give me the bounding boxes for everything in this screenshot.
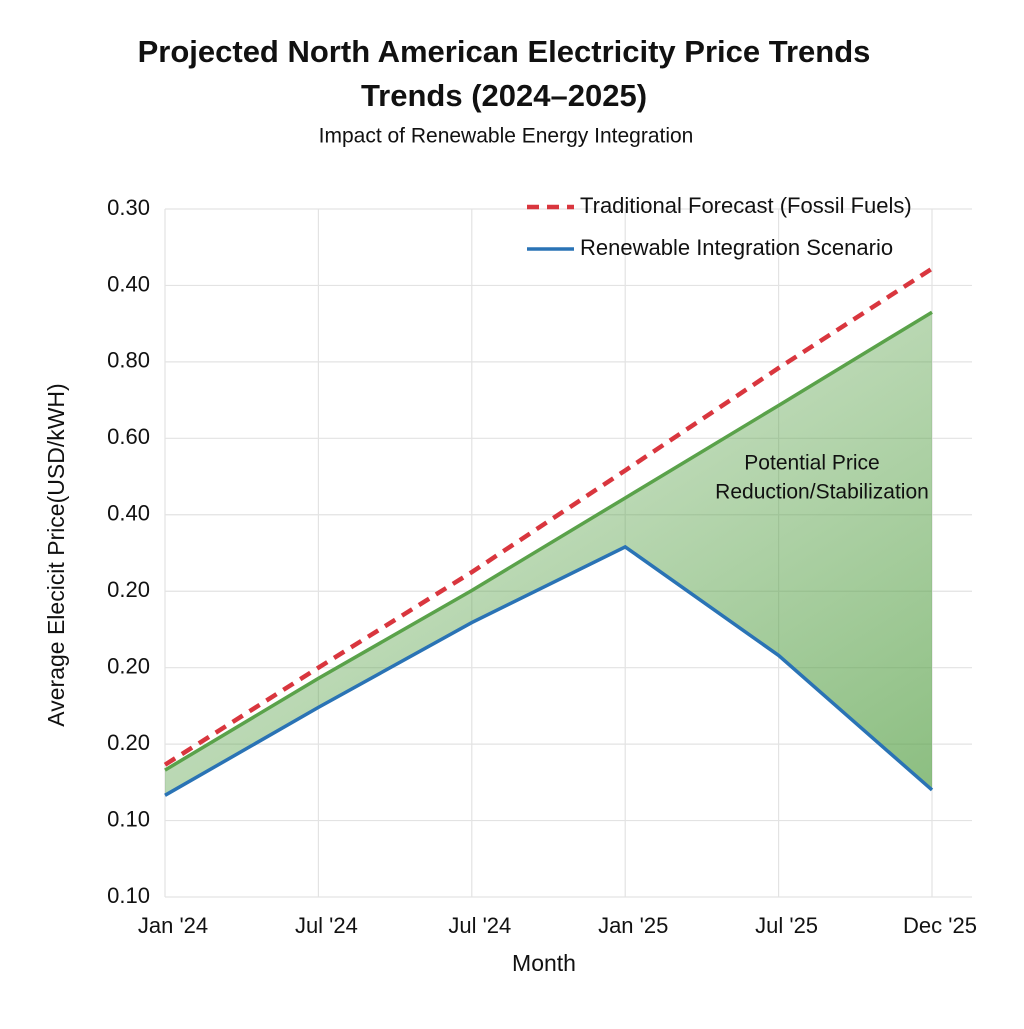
x-tick-label: Dec '25 (903, 913, 977, 938)
series-line (164, 544, 934, 797)
annotation: Potential Price (744, 452, 879, 475)
legend-label: Renewable Integration Scenario (580, 235, 893, 260)
x-tick-label: Jan '25 (598, 913, 668, 938)
x-tick-label: Jul '24 (448, 913, 511, 938)
annotation: Reduction/Stabilization (715, 481, 929, 504)
y-tick-label: 0.20 (107, 653, 150, 678)
chart-subtitle: Impact of Renewable Energy Integration (319, 125, 694, 148)
y-tick-label: 0.40 (107, 271, 150, 296)
legend-label: Traditional Forecast (Fossil Fuels) (580, 193, 912, 218)
x-axis-label: Month (512, 950, 576, 976)
chart-title: Trends (2024–2025) (361, 78, 647, 113)
series-line (163, 266, 934, 767)
x-tick-label: Jul '24 (295, 913, 358, 938)
y-tick-label: 0.20 (107, 730, 150, 755)
y-axis-label: Average Elecicit Price(USD/kWH) (43, 383, 69, 726)
chart-title: Projected North American Electricity Pri… (138, 34, 871, 69)
x-tick-label: Jan '24 (138, 913, 208, 938)
y-tick-label: 0.80 (107, 348, 150, 373)
reduction-area (165, 312, 932, 796)
series-line (164, 310, 933, 772)
y-tick-label: 0.60 (107, 424, 150, 449)
y-tick-label: 0.30 (107, 195, 150, 220)
y-tick-label: 0.20 (107, 577, 150, 602)
y-tick-label: 0.10 (107, 883, 150, 908)
y-tick-label: 0.40 (107, 501, 150, 526)
y-tick-label: 0.10 (107, 806, 150, 831)
x-tick-label: Jul '25 (755, 913, 818, 938)
